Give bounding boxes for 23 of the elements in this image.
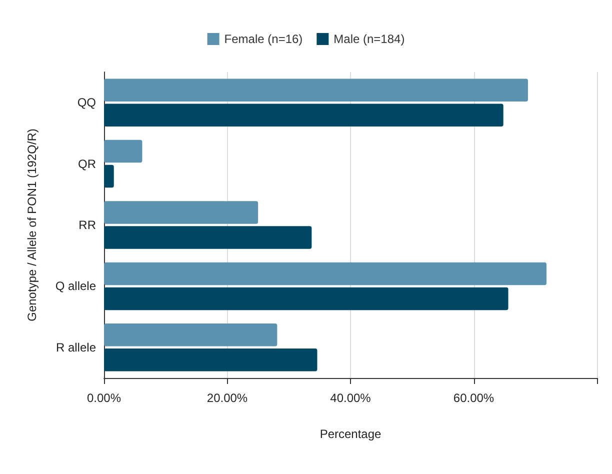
legend-label: Male (n=184) xyxy=(334,32,405,46)
x-axis-title: Percentage xyxy=(320,427,382,441)
bar xyxy=(104,287,508,310)
bar xyxy=(104,348,318,372)
bar xyxy=(104,140,142,163)
bar xyxy=(104,262,546,286)
y-tick-label: R allele xyxy=(56,340,96,354)
x-tick-label: 0.00% xyxy=(86,391,122,405)
x-tick-label: 40.00% xyxy=(330,391,372,405)
bar xyxy=(104,201,258,224)
legend-label: Female (n=16) xyxy=(224,32,303,46)
y-tick-label: RR xyxy=(78,218,96,232)
y-tick-label: QQ xyxy=(77,96,96,110)
y-tick-label: Q allele xyxy=(55,279,96,294)
bar xyxy=(104,324,278,346)
y-tick-label: QR xyxy=(78,156,96,171)
x-tick-label: 20.00% xyxy=(206,391,248,405)
x-tick-label: 60.00% xyxy=(453,391,494,405)
bar xyxy=(104,164,114,188)
bar xyxy=(104,226,312,249)
bar xyxy=(104,104,504,126)
bar xyxy=(104,78,528,102)
y-axis-title: Genotype / Allele of PON1 (192Q/R) xyxy=(25,128,39,322)
